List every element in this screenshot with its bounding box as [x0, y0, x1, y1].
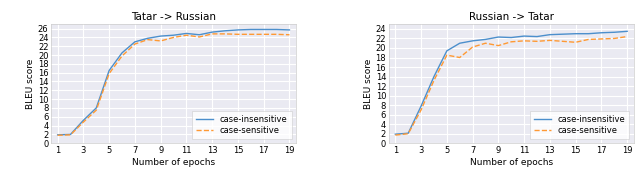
case-insensitive — [417, 105, 425, 107]
Line: case-sensitive: case-sensitive — [396, 37, 627, 135]
case-sensitive — [585, 38, 593, 41]
case-insensitive — [170, 34, 177, 36]
case-insensitive — [106, 69, 113, 72]
case-insensitive — [392, 133, 399, 135]
case-insensitive — [456, 42, 463, 44]
case-sensitive — [92, 109, 100, 111]
case-insensitive — [221, 30, 229, 32]
case-insensitive — [623, 30, 631, 32]
X-axis label: Number of epochs: Number of epochs — [470, 158, 553, 167]
case-sensitive — [404, 133, 412, 135]
case-insensitive — [92, 107, 100, 109]
case-insensitive — [67, 133, 74, 136]
case-insensitive — [546, 33, 554, 36]
case-sensitive — [221, 33, 229, 35]
case-sensitive — [430, 79, 438, 81]
case-insensitive — [234, 29, 242, 31]
case-insensitive — [468, 40, 476, 42]
case-sensitive — [260, 33, 268, 36]
case-insensitive — [118, 52, 126, 54]
case-sensitive — [456, 56, 463, 59]
X-axis label: Number of epochs: Number of epochs — [132, 158, 215, 167]
Title: Russian -> Tatar: Russian -> Tatar — [468, 12, 554, 22]
case-sensitive — [508, 41, 515, 43]
case-sensitive — [559, 40, 566, 42]
case-insensitive — [508, 36, 515, 39]
case-sensitive — [611, 37, 618, 40]
case-insensitive — [533, 36, 541, 38]
case-sensitive — [482, 42, 490, 44]
case-sensitive — [144, 39, 152, 41]
Legend: case-insensitive, case-sensitive: case-insensitive, case-sensitive — [530, 111, 629, 139]
case-insensitive — [482, 38, 490, 41]
Legend: case-insensitive, case-sensitive: case-insensitive, case-sensitive — [193, 111, 292, 139]
case-insensitive — [209, 31, 216, 33]
case-sensitive — [273, 33, 280, 36]
case-insensitive — [430, 76, 438, 78]
case-sensitive — [170, 36, 177, 39]
case-sensitive — [157, 40, 164, 42]
case-insensitive — [144, 37, 152, 39]
case-sensitive — [572, 41, 579, 43]
case-insensitive — [260, 28, 268, 31]
case-insensitive — [273, 28, 280, 31]
case-sensitive — [598, 38, 605, 40]
Line: case-insensitive: case-insensitive — [396, 31, 627, 134]
case-sensitive — [195, 36, 203, 38]
case-sensitive — [495, 44, 502, 47]
case-sensitive — [623, 36, 631, 38]
case-sensitive — [520, 40, 528, 42]
case-sensitive — [468, 46, 476, 48]
Y-axis label: BLEU score: BLEU score — [364, 59, 372, 109]
case-insensitive — [54, 134, 61, 136]
case-insensitive — [247, 28, 255, 31]
case-insensitive — [79, 119, 87, 121]
case-insensitive — [285, 29, 293, 31]
case-insensitive — [443, 50, 451, 52]
case-insensitive — [520, 35, 528, 37]
case-sensitive — [131, 43, 139, 45]
case-sensitive — [443, 54, 451, 56]
case-sensitive — [417, 109, 425, 111]
case-sensitive — [546, 39, 554, 41]
Line: case-sensitive: case-sensitive — [58, 34, 289, 135]
case-sensitive — [392, 134, 399, 136]
case-sensitive — [106, 72, 113, 75]
case-sensitive — [67, 134, 74, 136]
case-sensitive — [234, 33, 242, 36]
case-insensitive — [195, 34, 203, 36]
case-insensitive — [182, 32, 190, 35]
case-insensitive — [559, 33, 566, 35]
Title: Tatar -> Russian: Tatar -> Russian — [131, 12, 216, 22]
case-sensitive — [79, 121, 87, 123]
Y-axis label: BLEU score: BLEU score — [26, 59, 35, 109]
case-sensitive — [285, 34, 293, 36]
case-insensitive — [598, 32, 605, 34]
case-insensitive — [157, 35, 164, 37]
case-insensitive — [495, 36, 502, 38]
case-sensitive — [247, 33, 255, 36]
Line: case-insensitive: case-insensitive — [58, 29, 289, 135]
case-sensitive — [118, 55, 126, 57]
case-insensitive — [404, 132, 412, 134]
case-sensitive — [209, 33, 216, 35]
case-sensitive — [182, 34, 190, 36]
case-insensitive — [572, 33, 579, 35]
case-insensitive — [131, 41, 139, 43]
case-sensitive — [533, 40, 541, 42]
case-sensitive — [54, 134, 61, 136]
case-insensitive — [611, 31, 618, 33]
case-insensitive — [585, 33, 593, 35]
